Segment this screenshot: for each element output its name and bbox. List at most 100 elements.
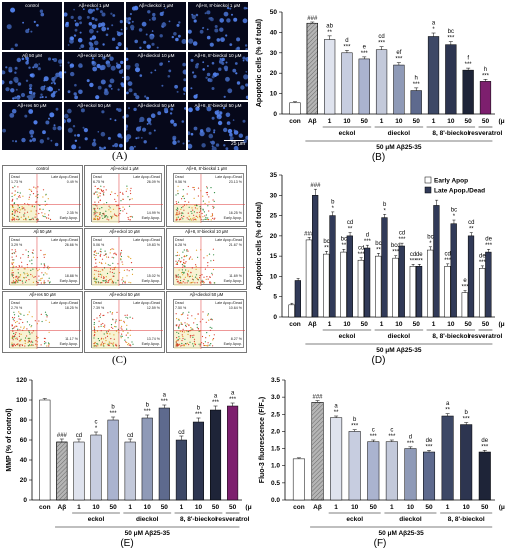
micrograph-cell: Aβ+dieckol 1 μM — [126, 2, 186, 50]
significance-label: *** — [395, 57, 403, 63]
category-label: 10 — [343, 321, 351, 328]
micrograph-cell: Aβ+dieckol 50 μM — [126, 102, 186, 150]
bar — [409, 266, 416, 318]
significance-label: *** — [398, 237, 406, 243]
quadrant-name: Early Apop. — [141, 342, 160, 346]
bar — [292, 458, 305, 501]
micrograph-label: Aβ+res 50 μM — [17, 103, 47, 108]
significance-label: ** — [341, 243, 346, 249]
quadrant-percent: 14.99 % — [146, 211, 160, 215]
significance-label: *** — [370, 434, 378, 440]
category-label: 50 — [413, 321, 421, 328]
group-label: 8, 8'-bieckol — [448, 516, 485, 523]
bar — [415, 266, 423, 318]
micrograph-label: Aβ+dieckol 50 μM — [137, 103, 175, 108]
y-tick-label: 3.0 — [271, 394, 280, 401]
quadrant-name: Early Apop. — [59, 279, 78, 283]
category-label: 50 — [465, 118, 473, 125]
quadrant-name: Late Apop./Dead — [133, 301, 160, 305]
bar — [192, 421, 205, 501]
category-label: 50 — [482, 321, 490, 328]
group-label: dieckol — [388, 130, 411, 137]
micrograph-cell: Aβ 50 μM — [2, 52, 62, 100]
unit-label: (μM) — [498, 118, 505, 125]
bar — [324, 39, 336, 115]
micrograph-label: Aβ+dieckol 1 μM — [138, 3, 174, 8]
significance-label: bcd — [391, 243, 401, 249]
micrograph-cell: Aβ+eckol 1 μM — [64, 2, 124, 50]
significance-label: a — [163, 393, 167, 399]
significance-label: ### — [307, 16, 318, 22]
category-label: 10 — [407, 504, 415, 511]
micrograph-cell: Aβ+eckol 50 μM — [64, 102, 124, 150]
quadrant-name: Late Apop./Dead — [51, 175, 78, 179]
category-label: 50 — [109, 504, 117, 511]
panel-a-letter: (A) — [112, 150, 128, 162]
quadrant-name: Dead — [11, 175, 20, 179]
quadrant-percent: 2.35 % — [66, 211, 78, 215]
panel-letter: (E) — [120, 538, 133, 548]
significance-label: a — [214, 394, 218, 400]
y-tick-label: 10 — [270, 273, 278, 280]
bar-hatch — [56, 441, 68, 501]
quadrant-percent: 18.88 % — [64, 274, 78, 278]
significance-label: ef — [396, 50, 401, 56]
flow-plot-label: Aβ+eckol 1 μM — [110, 166, 139, 171]
legend-swatch — [424, 186, 432, 194]
category-label: 50 — [465, 321, 473, 328]
category-label: 1 — [432, 321, 436, 328]
significance-label: bc — [451, 208, 457, 214]
category-label: 50 — [413, 118, 421, 125]
group-label: resveratrol — [469, 333, 503, 340]
y-tick-label: 0.0 — [271, 497, 280, 504]
micrograph-cell: control — [2, 2, 62, 50]
flow-plot-area: Dead 2.79 % Late Apop./Dead 18.25 % Early Ap… — [9, 299, 81, 349]
quadrant-name: Late Apop./Dead — [51, 301, 78, 305]
bar — [398, 245, 405, 318]
group-label: 8, 8'-bieckol — [180, 516, 217, 523]
significance-label: c — [95, 420, 98, 426]
y-axis-label: Fluo-3 fluorescence (F/F₀) — [259, 397, 266, 483]
bar — [346, 235, 353, 318]
bar — [433, 205, 440, 318]
significance-label: *** — [392, 250, 400, 256]
quadrant-percent: 5.06 % — [93, 243, 105, 247]
significance-label: *** — [407, 441, 415, 447]
significance-label: *** — [465, 62, 473, 68]
significance-label: *** — [361, 51, 369, 57]
significance-label: * — [332, 206, 335, 212]
significance-label: *** — [462, 285, 470, 291]
significance-label: ** — [334, 410, 339, 416]
significance-label: bc — [375, 241, 381, 247]
bar — [460, 424, 473, 501]
quadrant-percent: 26.09 % — [146, 180, 160, 184]
category-label: 10 — [463, 504, 471, 511]
significance-label: c — [390, 428, 393, 434]
y-tick-label: 0.5 — [271, 480, 280, 487]
quadrant-name: Dead — [175, 238, 184, 242]
significance-label: * — [429, 241, 432, 247]
group-label: dieckol — [399, 516, 422, 523]
legend-label: Early Apop — [434, 178, 468, 185]
y-tick-label: 40 — [270, 29, 278, 36]
y-axis-label: Apoptotic cells (% of total) — [256, 19, 263, 107]
quadrant-percent: 1.73 % — [11, 180, 23, 184]
bar — [423, 451, 436, 501]
treatment-label: 50 μM Aβ25-35 — [376, 144, 422, 151]
flow-plot-cell: Aβ+eckol 50 μM Dead 7.39 % Late Apop./Dead… — [84, 291, 165, 353]
quadrant-percent: 2.79 % — [11, 306, 23, 310]
significance-label: cd — [378, 34, 384, 40]
bar — [385, 441, 398, 501]
micrograph-label: Aβ+8, 8'-bieckol 50 μM — [194, 103, 242, 108]
bar — [340, 251, 347, 318]
treatment-label: 50 μM Aβ25-35 — [125, 530, 171, 537]
flow-plot-label: Aβ+res 50 μM — [29, 292, 56, 297]
group-label: resveratrol — [216, 516, 250, 523]
bar — [329, 215, 336, 318]
flow-plot-cell: Aβ+eckol 1 μM Dead 6.75 % Late Apop./Dead 2… — [84, 165, 165, 227]
category-label: 1 — [334, 504, 338, 511]
group-label: 8, 8'-bieckol — [432, 333, 469, 340]
micrograph-cell: Aβ+8, 8'-bieckol 1 μM — [188, 2, 248, 50]
quadrant-name: Early Apop. — [59, 216, 78, 220]
